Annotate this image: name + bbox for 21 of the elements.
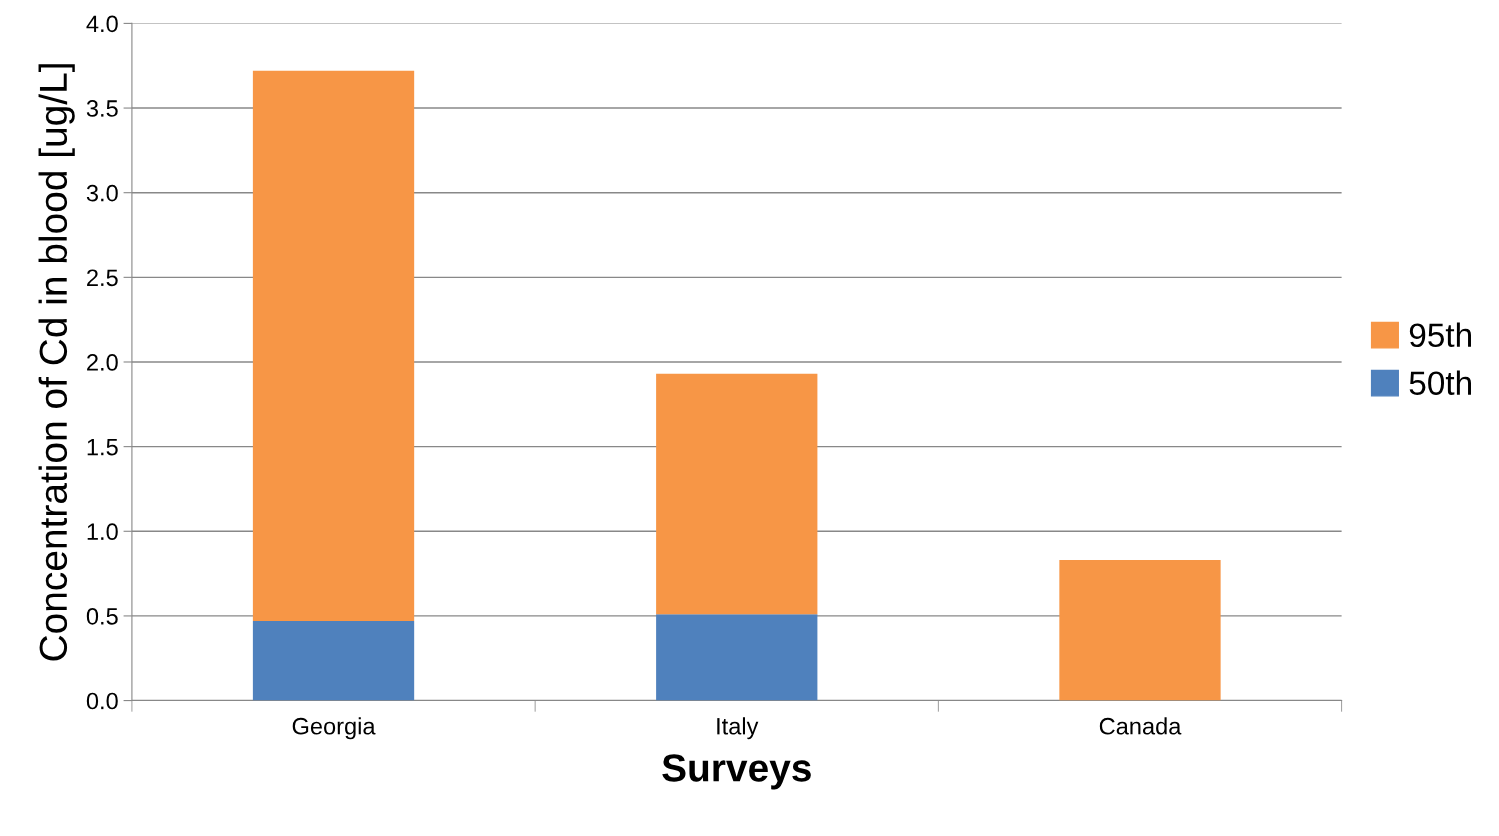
x-tick-label: Italy	[717, 717, 759, 740]
bar	[1059, 560, 1221, 701]
bar	[656, 614, 818, 701]
legend-label: 50th	[1409, 370, 1471, 395]
y-tick-label: 1.5	[87, 438, 118, 456]
legend-label: 95th	[1409, 322, 1471, 348]
x-tick-label: Georgia	[292, 717, 376, 740]
bar	[252, 70, 415, 621]
y-axis-title: Concentration of Cd in blood [ug/L]	[38, 64, 75, 661]
y-tick-label: 2.0	[87, 354, 118, 371]
y-tick-label: 0.5	[86, 607, 118, 625]
y-tick-label: 1.0	[87, 523, 118, 541]
bar	[252, 621, 415, 701]
x-tick-label: Canada	[1099, 717, 1182, 735]
x-axis-title: Surveys	[662, 754, 811, 790]
y-tick-label: 4.0	[86, 15, 118, 33]
y-tick-label: 0.0	[86, 692, 118, 710]
y-tick-label: 3.0	[86, 184, 118, 202]
bar	[656, 373, 818, 615]
y-tick-label: 2.5	[87, 269, 118, 287]
y-tick-label: 3.5	[86, 100, 118, 117]
